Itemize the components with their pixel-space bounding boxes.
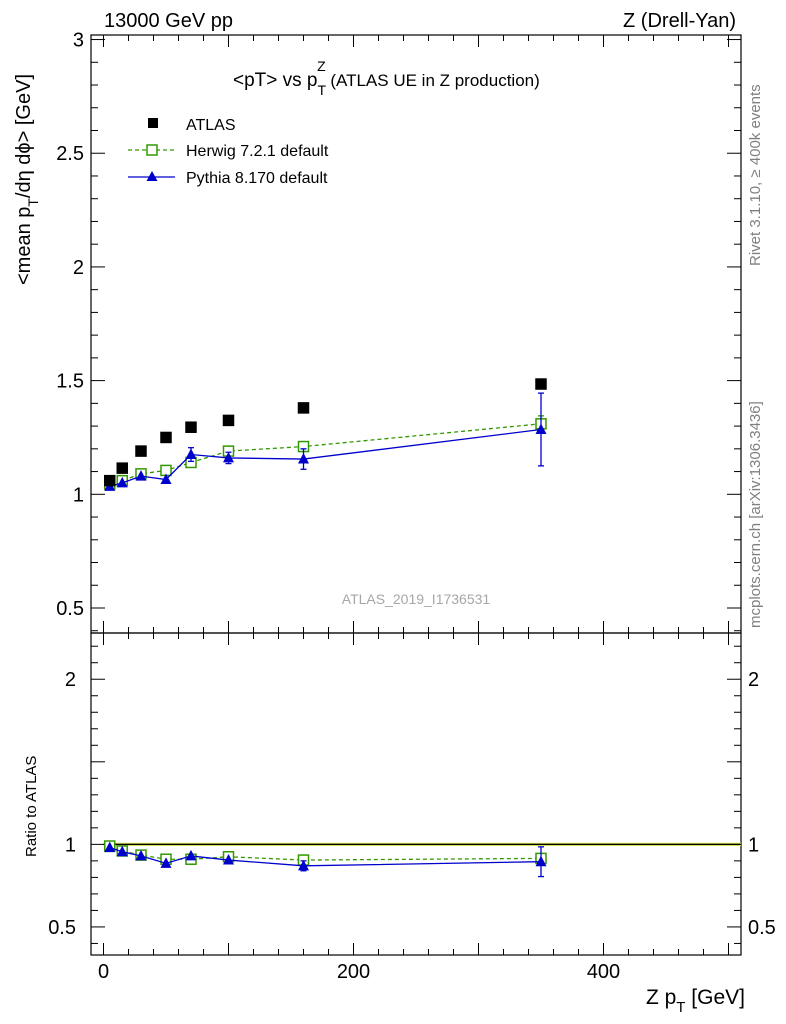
pythia-point — [223, 451, 234, 463]
pythia-point — [160, 473, 172, 485]
header-process: Z (Drell-Yan) — [623, 10, 736, 32]
main-y-tick-label: 0.5 — [56, 598, 84, 620]
side-rivet-label: Rivet 3.1.10, ≥ 400k events — [747, 84, 764, 266]
main-y-tick-label: 1.5 — [56, 371, 84, 393]
header-collision-energy: 13000 GeV pp — [104, 10, 233, 32]
pythia-point — [535, 423, 547, 434]
x-axis-label: Z pT [GeV] — [646, 986, 745, 1016]
main-y-tick-label: 2 — [73, 257, 84, 279]
pythia-point — [135, 470, 147, 481]
atlas-point — [222, 414, 235, 427]
analysis-watermark: ATLAS_2019_I1736531 — [342, 591, 491, 607]
atlas-point — [104, 474, 116, 487]
plot-title-sub: T — [318, 82, 327, 98]
pythia-ratio-point — [535, 855, 547, 867]
pythia-point — [298, 453, 309, 464]
pythia-ratio-point — [185, 849, 197, 861]
atlas-point — [297, 402, 310, 414]
pythia-ratio-point — [116, 845, 128, 857]
ratio-y-tick-label: 0.5 — [48, 917, 76, 939]
herwig-line — [109, 423, 542, 485]
herwig-ratio-line — [109, 845, 542, 861]
pythia-ratio-point — [160, 857, 172, 868]
pythia-point — [185, 448, 197, 460]
atlas-point — [116, 462, 128, 474]
x-tick-label: 400 — [587, 961, 620, 983]
atlas-point — [185, 421, 197, 433]
ratio-y-tick-label: 2 — [65, 669, 76, 691]
atlas-point — [160, 431, 172, 444]
legend: ATLAS Herwig 7.2.1 default Pythia 8.170 … — [128, 117, 329, 187]
plot-title-suffix: (ATLAS UE in Z production) — [326, 71, 540, 90]
x-tick-label: 0 — [98, 961, 109, 983]
main-y-tick-label: 2.5 — [56, 143, 84, 165]
plot-title-main: <pT> vs p — [233, 70, 318, 91]
legend-pythia-marker — [146, 171, 158, 181]
plot-title: <pT> vs pTZ (ATLAS UE in Z production) — [233, 58, 540, 98]
ratio-plot-area: 0.5 0.5 1 1 2 2 0 200 400 — [48, 633, 776, 983]
x-tick-label: 200 — [337, 961, 370, 983]
ratio-y-tick-label: 1 — [65, 834, 76, 856]
pythia-ratio-point — [223, 854, 234, 865]
main-y-tick-label: 1 — [73, 484, 84, 506]
ratio-y-tick-label-right: 1 — [748, 834, 759, 856]
legend-atlas-marker — [148, 118, 158, 128]
ratio-y-tick-label-right: 0.5 — [748, 917, 776, 939]
legend-herwig-label: Herwig 7.2.1 default — [186, 143, 329, 160]
pythia-ratio-line — [109, 847, 542, 867]
main-y-axis-label: <mean pT/dη dϕ> [GeV] — [13, 74, 41, 285]
atlas-point — [535, 378, 547, 390]
legend-herwig-marker — [146, 144, 158, 156]
pythia-line — [109, 428, 542, 487]
pythia-ratio-point — [104, 841, 116, 853]
ratio-y-tick-label-right: 2 — [748, 669, 759, 691]
legend-atlas-label: ATLAS — [186, 117, 236, 134]
main-plot-area: 0.5 1 1.5 2 2.5 3 — [56, 30, 741, 633]
legend-pythia-label: Pythia 8.170 default — [186, 170, 328, 187]
plot-title-sup: Z — [317, 58, 326, 74]
ratio-plot-frame — [90, 632, 742, 956]
pythia-ratio-point — [298, 859, 309, 871]
ratio-y-axis-label: Ratio to ATLAS — [23, 756, 40, 857]
pythia-ratio-point — [135, 849, 147, 861]
main-y-tick-label: 3 — [73, 30, 84, 52]
pythia-point — [116, 476, 128, 488]
side-mcplots-label: mcplots.cern.ch [arXiv:1306.3436] — [747, 401, 764, 628]
atlas-point — [135, 445, 147, 457]
